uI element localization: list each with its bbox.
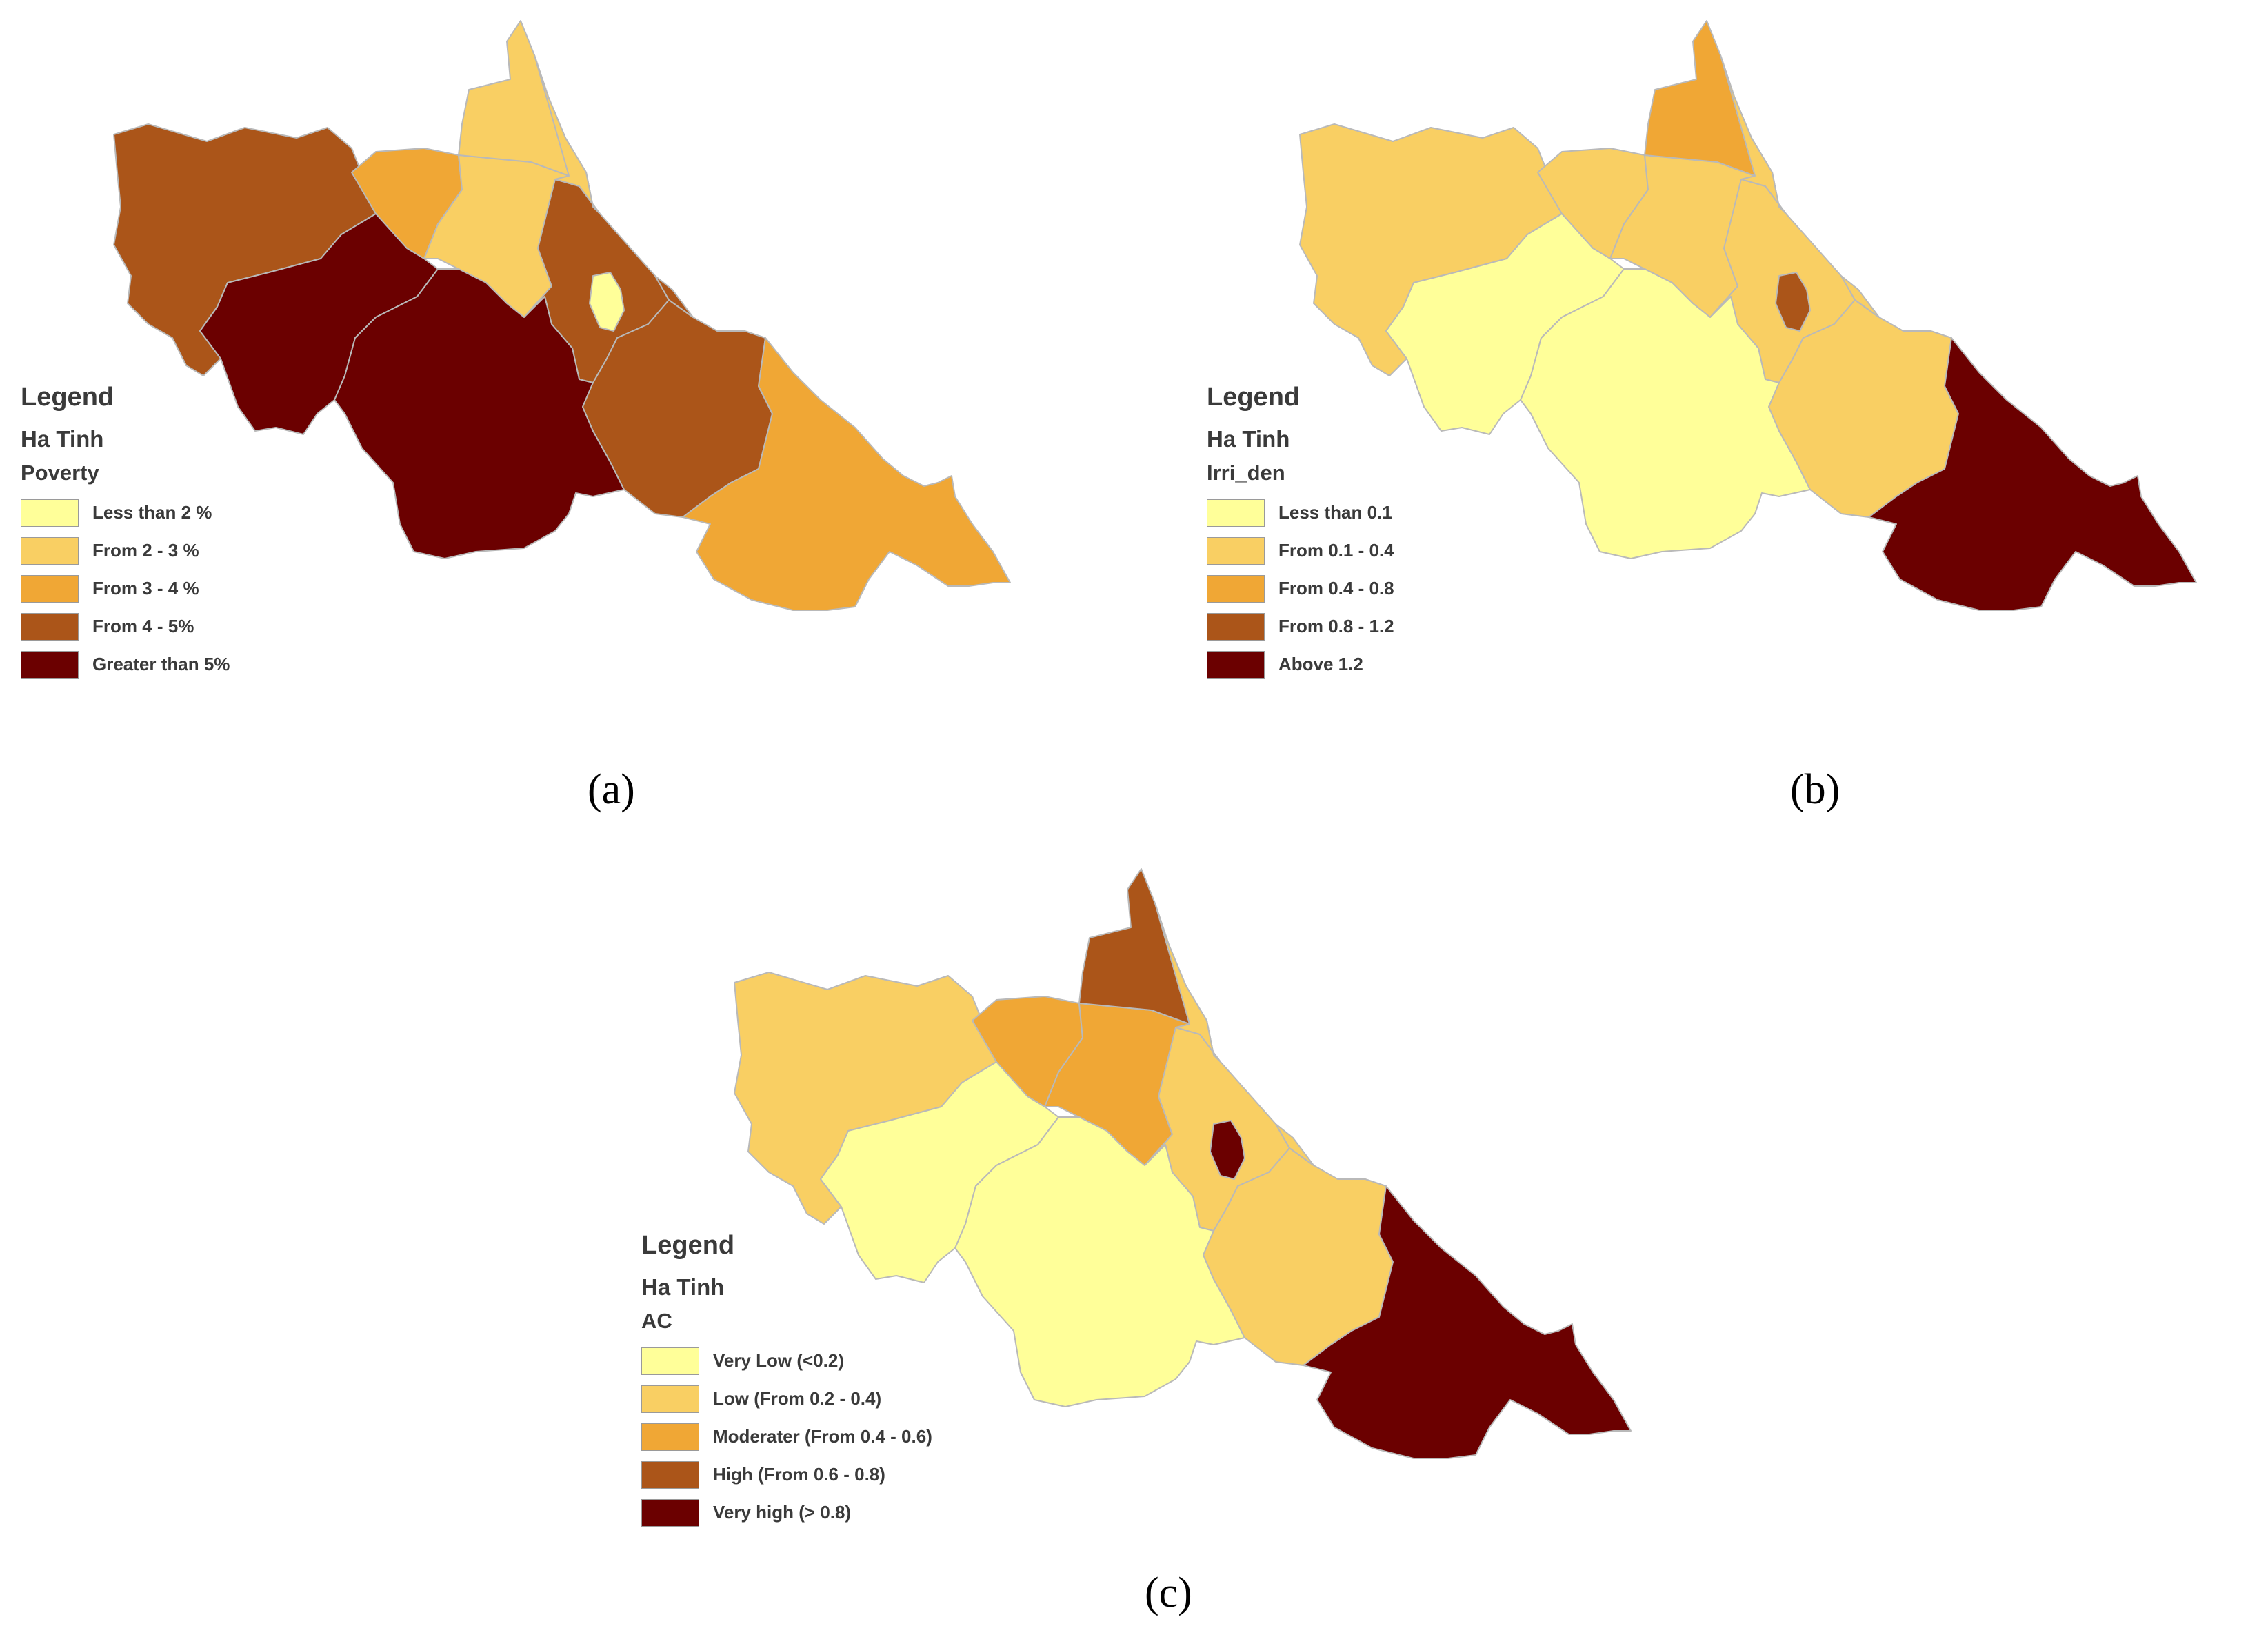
legend-swatch: [1207, 536, 1265, 565]
legend-item-label: Above 1.2: [1278, 654, 1363, 674]
legend-swatch: [641, 1423, 699, 1451]
legend-layer-name: Ha Tinh: [641, 1274, 725, 1300]
legend-item: Very high (> 0.8): [641, 1494, 932, 1531]
legend-item: From 0.1 - 0.4: [1207, 532, 1394, 570]
legend-swatch: [21, 574, 79, 603]
district-region: [1154, 903, 1221, 1063]
district-region: [1520, 268, 1811, 559]
legend-item-label: Very high (> 0.8): [713, 1502, 852, 1523]
legend-swatch: [21, 536, 79, 565]
legend-item-label: From 2 - 3 %: [92, 540, 199, 561]
district-region: [820, 1061, 1059, 1283]
panel-caption: (b): [1790, 766, 1840, 813]
ha-tinh-map-irrigation: [1299, 20, 2197, 611]
legend-swatch: [1207, 650, 1265, 679]
legend-item: From 0.4 - 0.8: [1207, 570, 1394, 607]
legend-swatch: [1207, 574, 1265, 603]
legend-item: Very Low (<0.2): [641, 1342, 932, 1380]
district-region: [334, 268, 625, 559]
legend-item: Greater than 5%: [21, 645, 230, 683]
legend-item: Less than 0.1: [1207, 494, 1394, 532]
panel-caption: (a): [588, 766, 635, 813]
legend-item-label: Greater than 5%: [92, 654, 230, 674]
legend-field-name: Poverty: [21, 461, 99, 485]
legend-item: From 4 - 5%: [21, 607, 230, 645]
legend-item: From 0.8 - 1.2: [1207, 607, 1394, 645]
district-region: [1840, 275, 1880, 318]
legend-item: From 2 - 3 %: [21, 532, 230, 570]
district-region: [1720, 54, 1787, 214]
legend-swatch: [641, 1460, 699, 1489]
district-region: [954, 1116, 1245, 1407]
legend-title: Legend: [1207, 383, 1301, 412]
legend-layer-name: Ha Tinh: [21, 426, 104, 452]
panel-caption: (c): [1145, 1569, 1192, 1616]
legend-layer-name: Ha Tinh: [1207, 426, 1290, 452]
district-region: [1385, 213, 1625, 435]
legend-item-label: High (From 0.6 - 0.8): [713, 1464, 885, 1485]
district-region: [199, 213, 439, 435]
legend-swatch: [1207, 612, 1265, 641]
legend-item-label: Less than 0.1: [1278, 502, 1392, 523]
legend-item: Less than 2 %: [21, 494, 230, 532]
district-region: [1210, 1120, 1245, 1180]
legend-title: Legend: [641, 1231, 735, 1260]
legend-item: High (From 0.6 - 0.8): [641, 1456, 932, 1494]
legend-swatch: [641, 1498, 699, 1527]
legend-swatch: [1207, 499, 1265, 527]
district-region: [534, 54, 601, 214]
district-region: [1303, 1185, 1632, 1459]
legend-item-label: From 0.4 - 0.8: [1278, 578, 1394, 599]
legend-item-label: Low (From 0.2 - 0.4): [713, 1388, 882, 1409]
legend-field-name: Irri_den: [1207, 461, 1285, 485]
legend-item: Moderater (From 0.4 - 0.6): [641, 1418, 932, 1456]
legend-irrigation: Legend Ha Tinh Irri_den Less than 0.1 Fr…: [1207, 383, 1394, 683]
legend-swatch: [21, 612, 79, 641]
legend-item-label: Very Low (<0.2): [713, 1350, 845, 1371]
legend-swatch: [641, 1347, 699, 1375]
legend-swatch: [21, 650, 79, 679]
legend-swatch: [21, 499, 79, 527]
legend-item-label: Less than 2 %: [92, 502, 212, 523]
district-region: [1275, 1123, 1314, 1166]
legend-item: From 3 - 4 %: [21, 570, 230, 607]
legend-field-name: AC: [641, 1309, 672, 1333]
district-region: [682, 337, 1011, 611]
legend-poverty: Legend Ha Tinh Poverty Less than 2 % Fro…: [21, 383, 230, 683]
legend-ac: Legend Ha Tinh AC Very Low (<0.2) Low (F…: [641, 1231, 932, 1531]
district-region: [654, 275, 694, 318]
ha-tinh-map-ac: [734, 868, 1632, 1459]
map-panel-c: Legend Ha Tinh AC Very Low (<0.2) Low (F…: [621, 848, 1696, 1637]
district-region: [1868, 337, 2197, 611]
district-region: [1775, 272, 1811, 332]
map-panel-b: Legend Ha Tinh Irri_den Less than 0.1 Fr…: [1186, 0, 2268, 827]
map-panel-a: Legend Ha Tinh Poverty Less than 2 % Fro…: [0, 0, 1076, 827]
legend-item: Low (From 0.2 - 0.4): [641, 1380, 932, 1418]
legend-item-label: From 0.1 - 0.4: [1278, 540, 1394, 561]
legend-item-label: From 3 - 4 %: [92, 578, 199, 599]
legend-title: Legend: [21, 383, 114, 412]
legend-item-label: From 0.8 - 1.2: [1278, 616, 1394, 636]
legend-item: Above 1.2: [1207, 645, 1394, 683]
district-region: [589, 272, 625, 332]
ha-tinh-map-poverty: [113, 20, 1011, 611]
legend-item-label: From 4 - 5%: [92, 616, 194, 636]
legend-item-label: Moderater (From 0.4 - 0.6): [713, 1426, 932, 1447]
legend-swatch: [641, 1385, 699, 1413]
